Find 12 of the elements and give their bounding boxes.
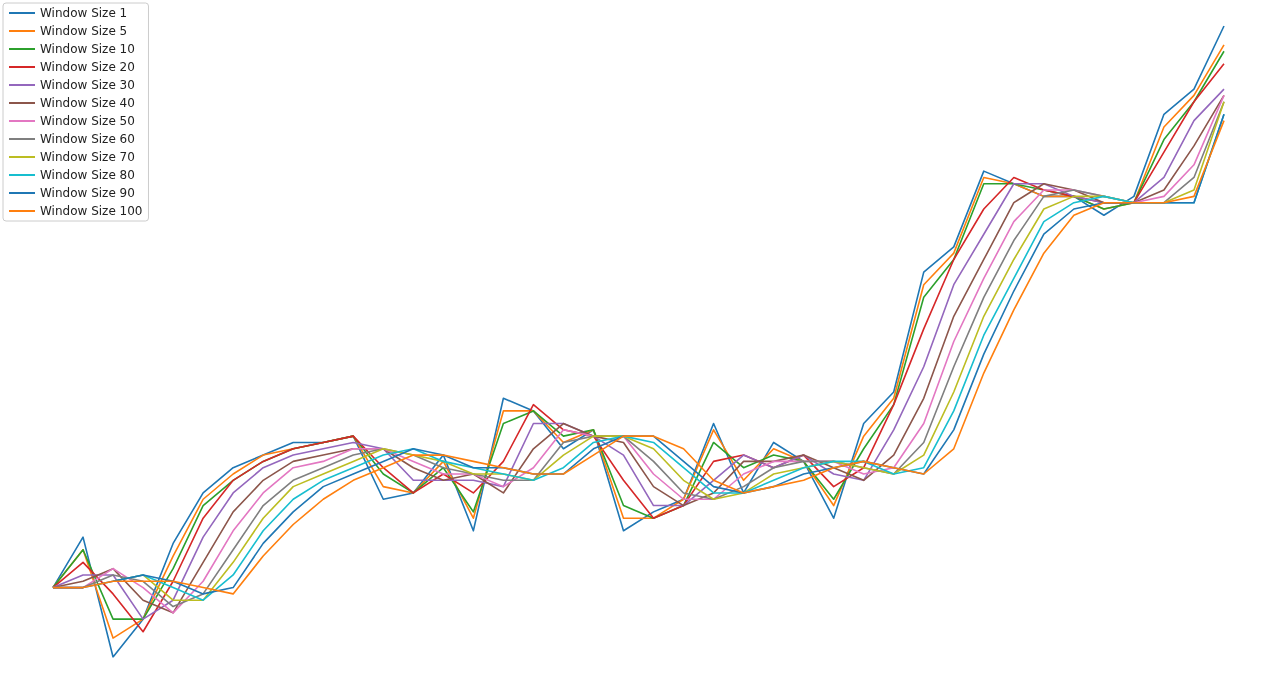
legend-label: Window Size 70 <box>40 150 135 164</box>
legend-label: Window Size 40 <box>40 96 135 110</box>
legend-label: Window Size 50 <box>40 114 135 128</box>
legend-label: Window Size 5 <box>40 24 128 38</box>
legend-label: Window Size 30 <box>40 78 135 92</box>
legend-label: Window Size 80 <box>40 168 135 182</box>
legend-label: Window Size 20 <box>40 60 135 74</box>
legend-label: Window Size 10 <box>40 42 135 56</box>
legend-label: Window Size 100 <box>40 204 143 218</box>
legend-label: Window Size 90 <box>40 186 135 200</box>
legend-label: Window Size 60 <box>40 132 135 146</box>
legend-label: Window Size 1 <box>40 6 128 20</box>
